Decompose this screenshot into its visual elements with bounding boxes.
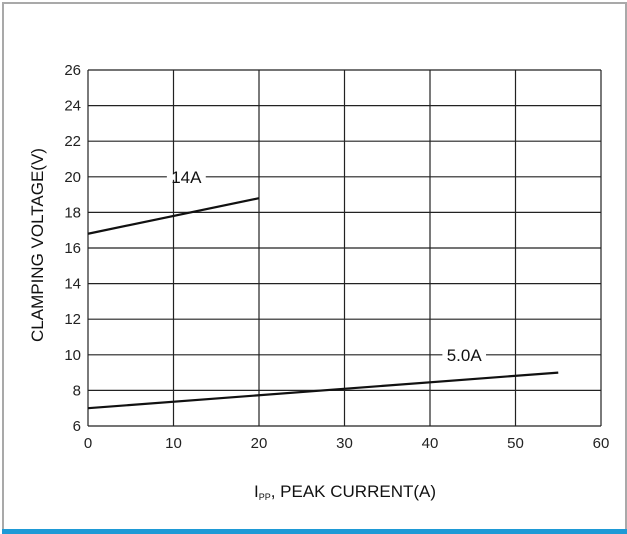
y-tick-label: 10	[64, 347, 81, 364]
x-tick-label: 0	[84, 435, 92, 452]
series-line-5-0a	[87, 371, 559, 410]
series-label-backdrop	[166, 173, 206, 180]
x-tick-label: 20	[251, 435, 268, 452]
bottom-accent-bar	[2, 529, 627, 534]
series-label-backdrop	[442, 351, 487, 358]
x-tick-label: 10	[165, 435, 182, 452]
y-tick-label: 26	[64, 62, 81, 79]
y-tick-label: 16	[64, 240, 81, 257]
series-lines: 14A 5.0A	[87, 168, 559, 410]
x-tick-label: 50	[507, 435, 524, 452]
y-tick-label: 20	[64, 169, 81, 186]
series-label-5-0a: 5.0A	[447, 346, 483, 365]
x-tick-labels: 0 10 20 30 40 50 60	[84, 435, 610, 452]
y-tick-label: 18	[64, 204, 81, 221]
y-tick-label: 14	[64, 276, 81, 293]
y-tick-label: 12	[64, 311, 81, 328]
series-label-14a: 14A	[171, 168, 202, 187]
x-tick-label: 60	[593, 435, 610, 452]
y-tick-label: 24	[64, 98, 81, 115]
x-tick-label: 40	[422, 435, 439, 452]
x-tick-label: 30	[336, 435, 353, 452]
x-axis-title: IPP, PEAK CURRENT(A)	[254, 482, 436, 502]
y-tick-label: 22	[64, 133, 81, 150]
y-axis-title: CLAMPING VOLTAGE(V)	[28, 148, 47, 342]
y-tick-label: 8	[73, 382, 81, 399]
grid	[87, 69, 602, 427]
y-tick-labels: 6 8 10 12 14 16 18 20 22 24 26	[64, 62, 81, 435]
y-tick-label: 6	[73, 418, 81, 435]
series-line-14a	[87, 197, 260, 235]
